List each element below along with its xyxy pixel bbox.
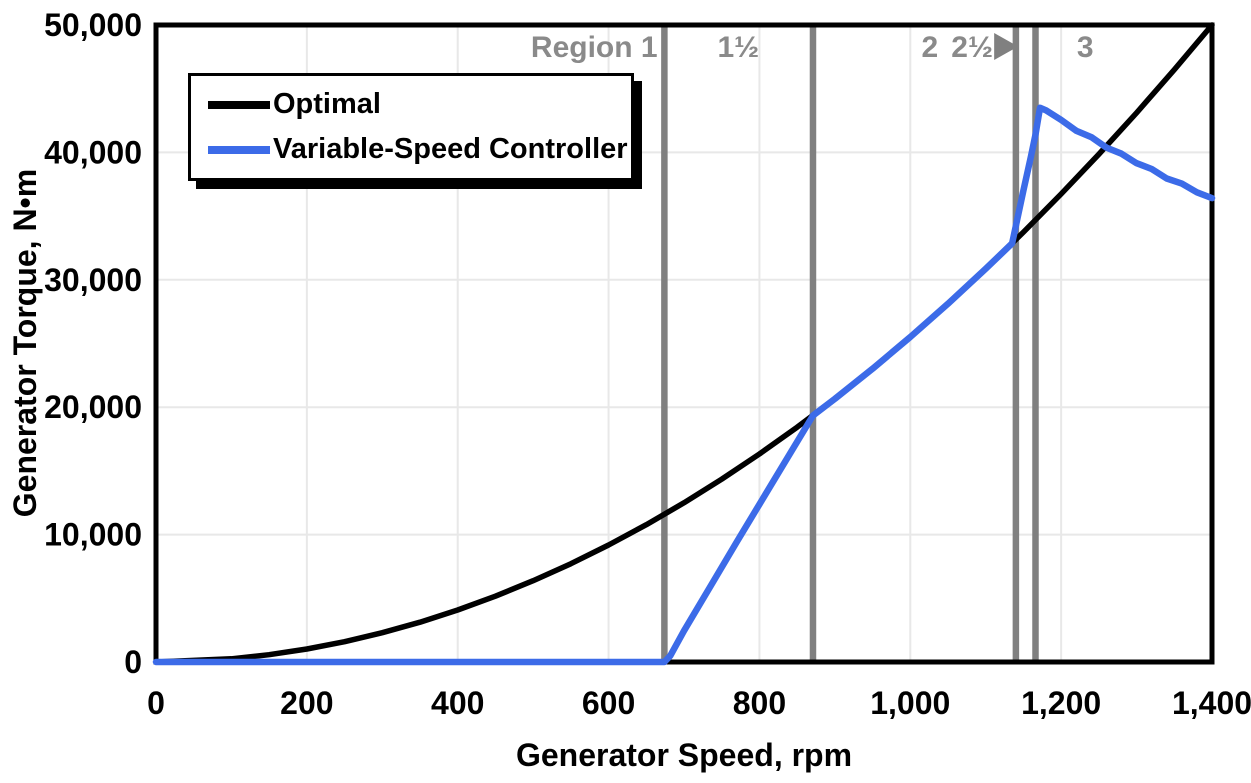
y-tick-label: 10,000 [44, 517, 142, 553]
axis-tick-labels: 0 200 400 600 800 1,000 1,200 1,400 0 10,000 20,00… [44, 7, 1251, 721]
legend-label-optimal: Optimal [273, 88, 381, 120]
plot-border [153, 22, 1215, 665]
region-boundary-lines [661, 27, 1039, 660]
series-line-optimal [153, 22, 1215, 665]
x-axis-title: Generator Speed, rpm [516, 737, 852, 773]
variable-speed-controller-line-swatch [208, 145, 270, 154]
x-tick-label: 200 [280, 685, 333, 721]
x-tick-label: 1,000 [870, 685, 950, 721]
region-arrow-right-icon [994, 33, 1019, 60]
series-line-variable-speed-controller [152, 104, 1216, 666]
y-tick-label: 40,000 [44, 134, 142, 170]
x-tick-label: 1,400 [1172, 685, 1251, 721]
plot-frame [153, 22, 1215, 665]
region-label: 3 [1077, 31, 1094, 64]
legend-item-variable-speed-controller: Variable-Speed Controller [208, 133, 631, 166]
region-labels: Region 1 1½ 2 2½ 3 [531, 31, 1094, 64]
x-tick-label: 400 [431, 685, 484, 721]
optimal-line-swatch [208, 100, 270, 109]
y-tick-label: 30,000 [44, 262, 142, 298]
x-tick-label: 1,200 [1021, 685, 1101, 721]
legend: Optimal Variable-Speed Controller [188, 73, 634, 181]
y-axis-title: Generator Torque, N•m [7, 169, 43, 517]
x-tick-label: 600 [582, 685, 635, 721]
region-label: 2½ [951, 31, 993, 64]
region-label: 1½ [717, 31, 759, 64]
region-label: Region 1 [531, 31, 658, 64]
y-tick-label: 50,000 [44, 7, 142, 43]
data-series [152, 22, 1216, 666]
legend-label-variable-speed-controller: Variable-Speed Controller [273, 133, 628, 165]
y-tick-label: 20,000 [44, 389, 142, 425]
x-tick-label: 0 [147, 685, 165, 721]
region-label: 2 [922, 31, 939, 64]
x-tick-label: 800 [733, 685, 786, 721]
legend-item-optimal: Optimal [208, 88, 631, 121]
y-tick-label: 0 [124, 644, 142, 680]
